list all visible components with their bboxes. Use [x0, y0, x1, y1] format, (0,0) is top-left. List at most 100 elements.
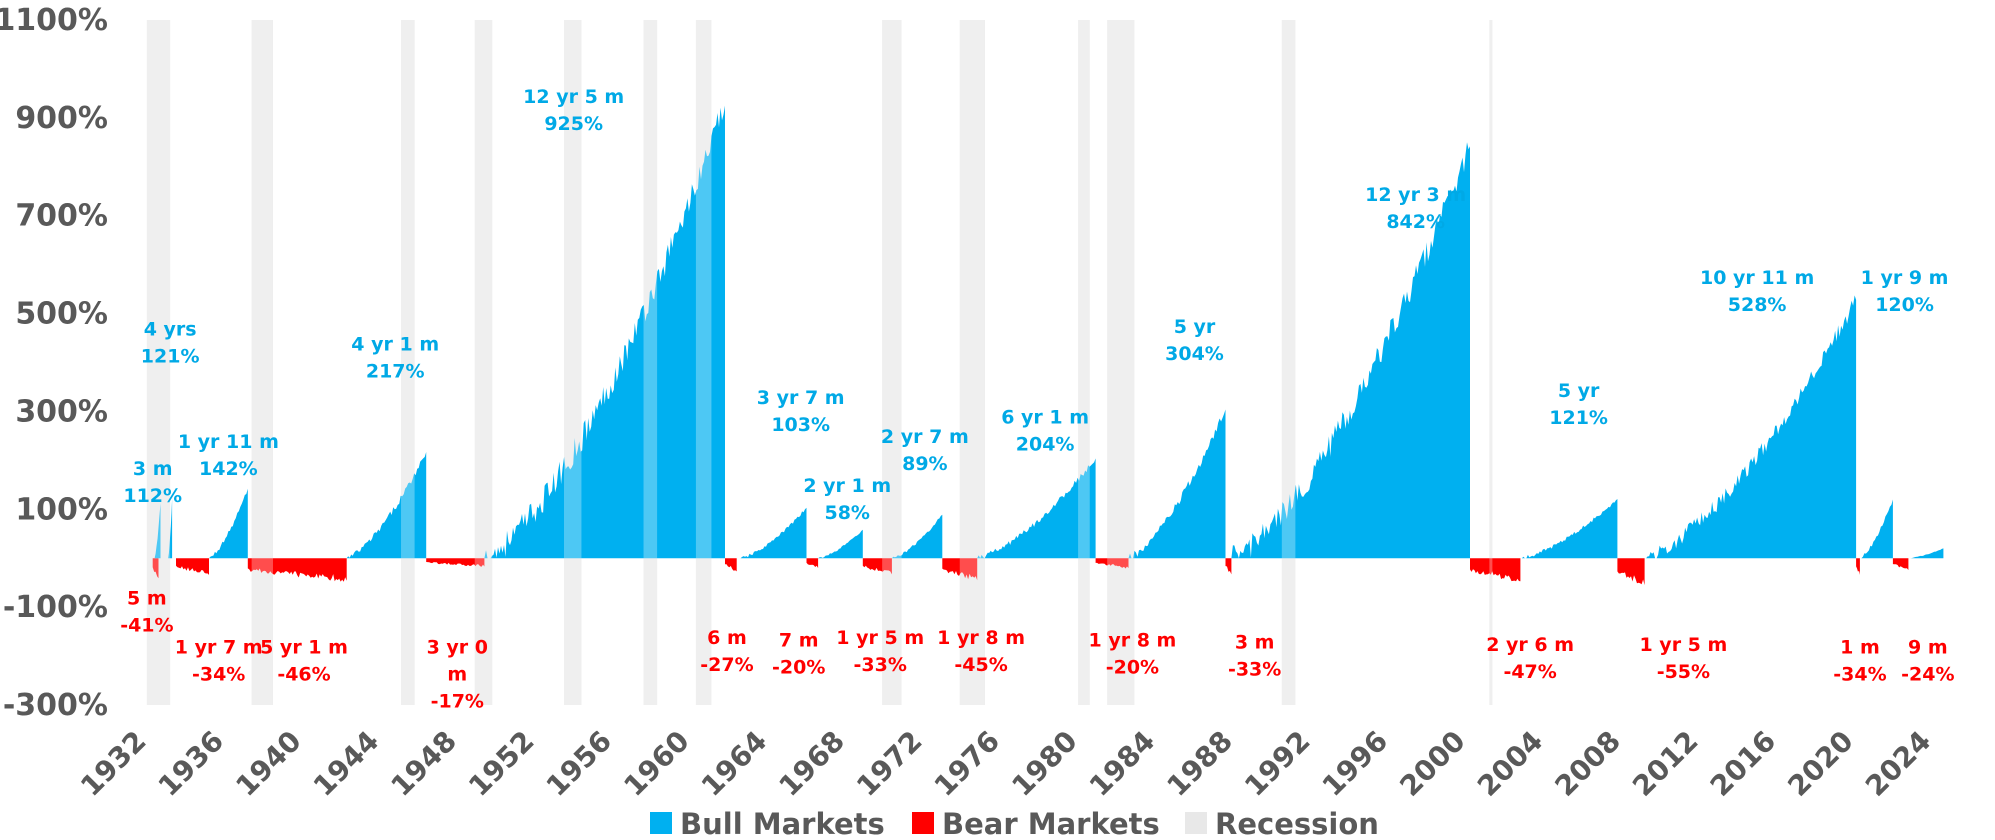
- recession-band: [1078, 20, 1090, 705]
- recession-band-overlay: [1489, 20, 1493, 705]
- y-tick-label: -300%: [3, 688, 108, 723]
- bear-market-label: 1 yr 5 m: [836, 627, 924, 649]
- x-tick-label: 1996: [1316, 724, 1394, 802]
- bull-market-area: [154, 503, 161, 559]
- bull-market-label: 89%: [902, 453, 947, 475]
- recession-overlay: [146, 20, 1493, 705]
- bull-market-area: [1908, 548, 1944, 559]
- bear-market-label: -33%: [854, 654, 907, 676]
- bear-market-area: [1095, 558, 1129, 569]
- bull-market-label: 121%: [141, 346, 200, 368]
- x-tick-label: 1948: [385, 724, 463, 802]
- recession-band-overlay: [1107, 20, 1135, 705]
- bull-market-label: 4 yr 1 m: [351, 333, 439, 355]
- bull-market-label: 5 yr: [1558, 380, 1600, 402]
- bull-market-label: 4 yrs: [144, 319, 197, 341]
- recession-band: [1107, 20, 1135, 705]
- y-tick-label: 1100%: [0, 3, 108, 38]
- bull-market-area: [209, 488, 248, 559]
- bull-market-label: 58%: [824, 502, 869, 524]
- legend-label: Bull Markets: [680, 807, 885, 840]
- bear-market-label: -20%: [772, 656, 825, 678]
- bear-market-label: -33%: [1228, 659, 1281, 681]
- recession-band-overlay: [563, 20, 582, 705]
- bull-market-label: 2 yr 1 m: [803, 475, 891, 497]
- bear-market-label: 1 yr 8 m: [1089, 629, 1177, 651]
- bull-market-label: 6 yr 1 m: [1001, 407, 1089, 429]
- x-tick-label: 1952: [462, 724, 540, 802]
- x-axis: 1932 1936 1940 1944 1948 1952 1956 1960 1964 1968…: [74, 724, 1937, 802]
- recession-band-overlay: [1078, 20, 1090, 705]
- bear-market-label: -46%: [277, 664, 330, 686]
- bull-market-area: [740, 507, 807, 559]
- legend-label: Bear Markets: [942, 807, 1160, 840]
- x-tick-label: 1992: [1238, 724, 1316, 802]
- bear-market-label: 3 yr 0: [427, 637, 488, 659]
- x-tick-label: 1944: [307, 724, 385, 802]
- bear-market-label: 5 yr 1 m: [260, 637, 348, 659]
- bear-market-areas: [152, 558, 1909, 586]
- x-tick-label: 2012: [1626, 724, 1704, 802]
- bear-market-label: -45%: [954, 654, 1007, 676]
- bear-market-area: [806, 558, 819, 568]
- recession-band-overlay: [251, 20, 273, 705]
- bear-market-label: -34%: [192, 664, 245, 686]
- bull-market-label: 204%: [1016, 434, 1075, 456]
- bear-market-area: [942, 558, 978, 581]
- bull-market-area: [484, 105, 725, 559]
- recession-band-overlay: [959, 20, 985, 705]
- legend-swatch: [1185, 812, 1207, 834]
- x-tick-label: 1984: [1083, 724, 1161, 802]
- bull-market-area: [818, 529, 863, 559]
- bull-market-label: 1 yr 9 m: [1861, 267, 1949, 289]
- x-tick-label: 2024: [1859, 724, 1937, 802]
- bear-market-area: [1856, 558, 1860, 575]
- bull-market-area: [1128, 409, 1226, 559]
- bear-market-label: -41%: [120, 615, 173, 637]
- bear-market-label: -24%: [1901, 664, 1954, 686]
- bear-market-label: 1 yr 7 m: [175, 637, 263, 659]
- bull-market-label: 3 yr 7 m: [757, 387, 845, 409]
- bear-market-area: [1470, 558, 1521, 582]
- bull-market-area: [1520, 499, 1618, 559]
- bull-market-area: [1859, 499, 1893, 559]
- recession-band: [474, 20, 493, 705]
- recession-band: [1489, 20, 1493, 705]
- bull-market-label: 304%: [1165, 343, 1224, 365]
- legend-swatch: [912, 812, 934, 834]
- x-tick-label: 1964: [695, 724, 773, 802]
- recession-band: [146, 20, 171, 705]
- bull-market-area: [1231, 142, 1470, 559]
- bull-market-label: 121%: [1549, 407, 1608, 429]
- x-tick-label: 2000: [1393, 724, 1471, 802]
- bull-market-label: 120%: [1875, 294, 1934, 316]
- bull-market-label: 925%: [544, 113, 603, 135]
- bull-market-label: 12 yr 3 m: [1365, 184, 1466, 206]
- bear-market-area: [1617, 558, 1645, 586]
- recession-band-overlay: [146, 20, 171, 705]
- y-tick-label: 100%: [15, 492, 108, 527]
- y-tick-label: 900%: [15, 101, 108, 136]
- x-tick-label: 1972: [850, 724, 928, 802]
- x-tick-label: 1980: [1005, 724, 1083, 802]
- bull-market-label: 10 yr 11 m: [1700, 267, 1814, 289]
- bull-market-label: 112%: [123, 485, 182, 507]
- x-tick-label: 1936: [152, 724, 230, 802]
- bull-market-label: 842%: [1386, 211, 1445, 233]
- legend: Bull Markets Bear Markets Recession: [650, 807, 1379, 840]
- bear-market-label: 1 yr 5 m: [1639, 634, 1727, 656]
- x-tick-label: 1932: [74, 724, 152, 802]
- bear-market-label: 1 m: [1840, 637, 1880, 659]
- bear-market-label: -47%: [1503, 661, 1556, 683]
- bear-market-area: [426, 558, 485, 567]
- bull-market-label: 142%: [199, 458, 258, 480]
- recession-band-overlay: [474, 20, 493, 705]
- bear-market-label: -27%: [700, 654, 753, 676]
- bear-market-label: -20%: [1106, 656, 1159, 678]
- bull-market-label: 12 yr 5 m: [523, 86, 624, 108]
- bear-market-area: [725, 558, 737, 572]
- bear-market-area: [1892, 558, 1909, 570]
- bull-market-label: 2 yr 7 m: [881, 426, 969, 448]
